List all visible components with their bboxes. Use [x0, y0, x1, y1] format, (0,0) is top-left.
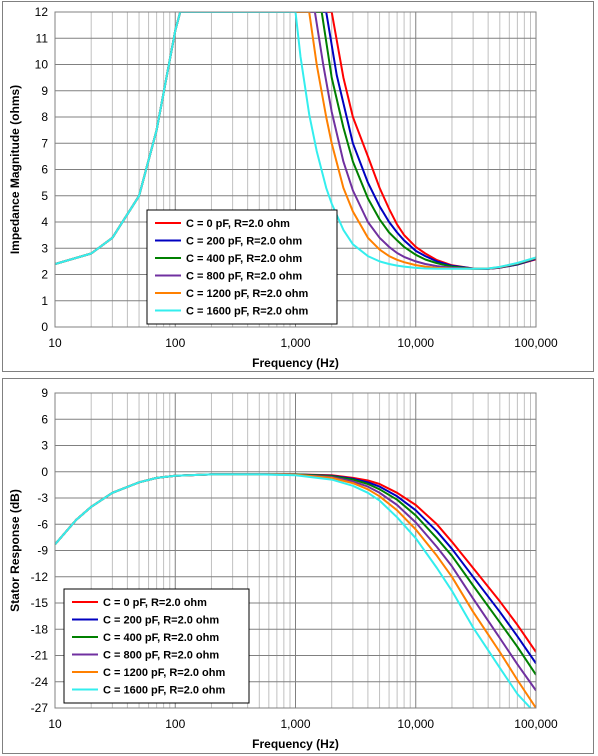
x-tick-label: 100,000	[514, 336, 558, 350]
x-tick-label: 100	[165, 717, 185, 731]
x-axis-title: Frequency (Hz)	[252, 356, 339, 370]
y-tick-label: 9	[41, 386, 48, 400]
y-tick-label: 4	[41, 215, 48, 229]
stator-response-chart: 9 6 3 0 -3 -6 -9 -12 -15 -18 -21 -24 -27 10 100 1,000 10…	[8, 386, 558, 751]
y-tick-label: -21	[31, 649, 49, 663]
stator-response-chart-panel: 9 6 3 0 -3 -6 -9 -12 -15 -18 -21 -24 -27 10 100 1,000 10…	[2, 378, 594, 754]
y-tick-label: 0	[41, 465, 48, 479]
legend-label: C = 1600 pF, R=2.0 ohm	[186, 306, 308, 318]
legend-label: C = 200 pF, R=2.0 ohm	[186, 236, 302, 248]
plot-border	[54, 392, 537, 709]
y-tick-label: -3	[37, 491, 48, 505]
y-tick-label: -9	[37, 544, 48, 558]
y-tick-label: 6	[41, 412, 48, 426]
y-axis-title: Impedance Magnitude (ohms)	[8, 85, 22, 254]
y-tick-label: 10	[35, 58, 49, 72]
y-tick-label: 5	[41, 189, 48, 203]
x-tick-label: 1,000	[280, 336, 310, 350]
legend-label: C = 0 pF, R=2.0 ohm	[103, 597, 207, 609]
x-tick-label: 10	[48, 717, 62, 731]
legend-label: C = 400 pF, R=2.0 ohm	[103, 632, 219, 644]
x-tick-label: 10,000	[397, 717, 434, 731]
x-tick-label: 100,000	[514, 717, 558, 731]
y-tick-label: 3	[41, 439, 48, 453]
y-tick-label: -15	[31, 596, 49, 610]
y-tick-label: -27	[31, 701, 49, 715]
legend-label: C = 200 pF, R=2.0 ohm	[103, 615, 219, 627]
plot-border	[54, 11, 537, 328]
impedance-chart-panel: 0 1 2 3 4 5 6 7 8 9 10 11 12 10 100 1,000 10,000 100,000 F…	[2, 1, 594, 372]
legend-label: C = 400 pF, R=2.0 ohm	[186, 253, 302, 265]
legend-label: C = 1600 pF, R=2.0 ohm	[103, 685, 225, 697]
legend: C = 0 pF, R=2.0 ohm C = 200 pF, R=2.0 ohm…	[146, 209, 338, 325]
y-tick-label: 9	[41, 84, 48, 98]
legend-label: C = 800 pF, R=2.0 ohm	[103, 650, 219, 662]
x-tick-label: 1,000	[280, 717, 310, 731]
y-tick-label: -18	[31, 622, 49, 636]
legend-label: C = 800 pF, R=2.0 ohm	[186, 271, 302, 283]
x-tick-label: 100	[165, 336, 185, 350]
y-tick-label: -6	[37, 517, 48, 531]
x-tick-label: 10,000	[397, 336, 434, 350]
y-tick-label: 0	[41, 320, 48, 334]
legend-label: C = 1200 pF, R=2.0 ohm	[103, 667, 225, 679]
legend: C = 0 pF, R=2.0 ohm C = 200 pF, R=2.0 ohm…	[63, 588, 250, 704]
y-tick-label: 2	[41, 268, 48, 282]
y-tick-label: 7	[41, 136, 48, 150]
y-tick-label: 11	[36, 31, 49, 45]
y-tick-label: 1	[41, 294, 48, 308]
y-tick-label: 3	[41, 241, 48, 255]
y-tick-label: 6	[41, 163, 48, 177]
x-tick-label: 10	[48, 336, 62, 350]
y-tick-label: 12	[35, 5, 49, 19]
y-tick-label: -24	[31, 675, 49, 689]
series-line-5	[55, 473, 532, 708]
x-axis-title: Frequency (Hz)	[252, 737, 339, 751]
legend-label: C = 0 pF, R=2.0 ohm	[186, 218, 290, 230]
legend-label: C = 1200 pF, R=2.0 ohm	[186, 288, 308, 300]
y-tick-label: 8	[41, 110, 48, 124]
y-axis-title: Stator Response (dB)	[8, 489, 22, 612]
y-tick-label: -12	[31, 570, 49, 584]
series-line-5	[55, 12, 536, 270]
